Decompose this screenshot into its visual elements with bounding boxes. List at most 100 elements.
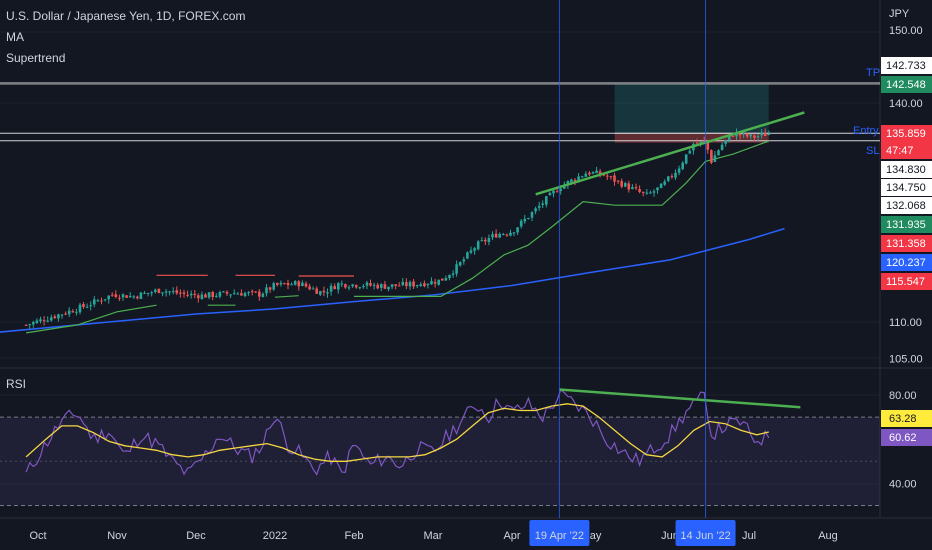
rsi-value-tag-label: 63.28 [889,413,917,425]
candle-body [107,295,110,300]
candle-body [606,175,609,177]
indicator-rsi-label[interactable]: RSI [6,377,27,391]
candle-body [333,286,336,290]
candle-body [354,285,358,288]
price-tag [881,179,932,196]
candle-body [232,293,236,295]
candle-body [365,282,369,286]
candle-body [588,172,591,175]
candle-body [326,292,329,294]
candle-body [179,292,182,294]
price-tag-label: 134.750 [886,182,926,194]
candle-body [455,264,458,274]
candle-body [372,284,376,286]
candle-body [71,311,75,313]
supertrend-up-segment [354,140,770,297]
indicator-ma-label[interactable]: MA [6,30,24,44]
candle-body [728,135,731,140]
rsi-value-tag-label: 60.62 [889,432,917,444]
candle-body [35,320,39,323]
price-tick-label: 150.00 [889,25,923,37]
crosshair-date-box [675,520,736,546]
candle-body [663,181,666,185]
candle-body [168,291,171,293]
candle-body [311,288,315,290]
candle-body [304,283,308,287]
candle-body [42,320,46,322]
candle-body [157,288,161,293]
candle-body [258,291,261,297]
candle-body [75,311,78,313]
time-tick-label: Aug [818,530,838,542]
candle-body [128,295,132,298]
candle-body [186,294,189,296]
candle-body [218,292,222,297]
price-tag-label: 131.935 [886,219,926,231]
price-tick-label: 110.00 [889,317,922,329]
time-tick-label: Jun [661,530,679,542]
candle-body [261,293,265,297]
candle-body [175,290,179,294]
candle-body [405,282,408,287]
candle-body [397,285,401,287]
candle-body [204,294,207,298]
candle-body [444,278,448,281]
symbol-title[interactable]: U.S. Dollar / Japanese Yen, 1D, FOREX.co… [6,9,246,23]
candles [24,128,771,329]
candle-body [67,310,71,315]
candle-body [598,171,602,175]
candle-body [681,162,684,170]
candle-body [458,262,462,266]
trend-lines[interactable] [535,111,805,196]
candle-body [530,212,534,218]
grid [0,0,932,519]
candle-body [243,293,247,297]
candle-body [268,287,272,290]
candle-body [290,284,293,286]
candle-body [32,322,35,325]
candle-body [222,291,225,293]
candle-body [265,287,268,294]
indicator-supertrend-label[interactable]: Supertrend [6,51,66,65]
candle-body [505,234,509,236]
candle-body [362,286,365,288]
candle-body [634,187,638,189]
price-tag-label: 134.830 [886,164,926,176]
candle-body [645,192,649,194]
candle-body [742,133,745,135]
candle-body [250,291,254,293]
price-tag-label: 115.547 [886,276,925,288]
candle-body [595,170,598,174]
rsi-tick-label: 40.00 [889,478,917,490]
candle-body [93,299,96,305]
candle-body [390,284,394,288]
candle-body [114,294,118,297]
candle-body [473,248,476,251]
candle-body [555,191,559,193]
candle-body [121,294,125,298]
take-profit-zone [614,84,769,134]
candle-body [171,291,175,293]
price-axis[interactable]: 150.00 140.00 110.00 105.00 80.00 40.00 [889,25,923,490]
candle-body [659,183,663,189]
candle-body [523,218,527,222]
candle-body [164,291,168,293]
candle-body [641,191,645,193]
price-tag [881,57,932,74]
candle-body [498,234,501,238]
candle-body [419,284,423,286]
price-tag [881,142,932,159]
candle-body [441,278,444,281]
position-tool[interactable] [614,84,769,143]
candle-body [620,181,623,187]
candle-body [713,155,717,162]
candle-body [430,281,433,285]
candle-body [552,190,555,194]
candle-body [652,191,656,193]
time-tick-label: Feb [345,530,364,542]
candle-body [537,205,541,208]
crosshair-date-label: 19 Apr '22 [535,530,584,542]
candle-body [240,293,243,296]
